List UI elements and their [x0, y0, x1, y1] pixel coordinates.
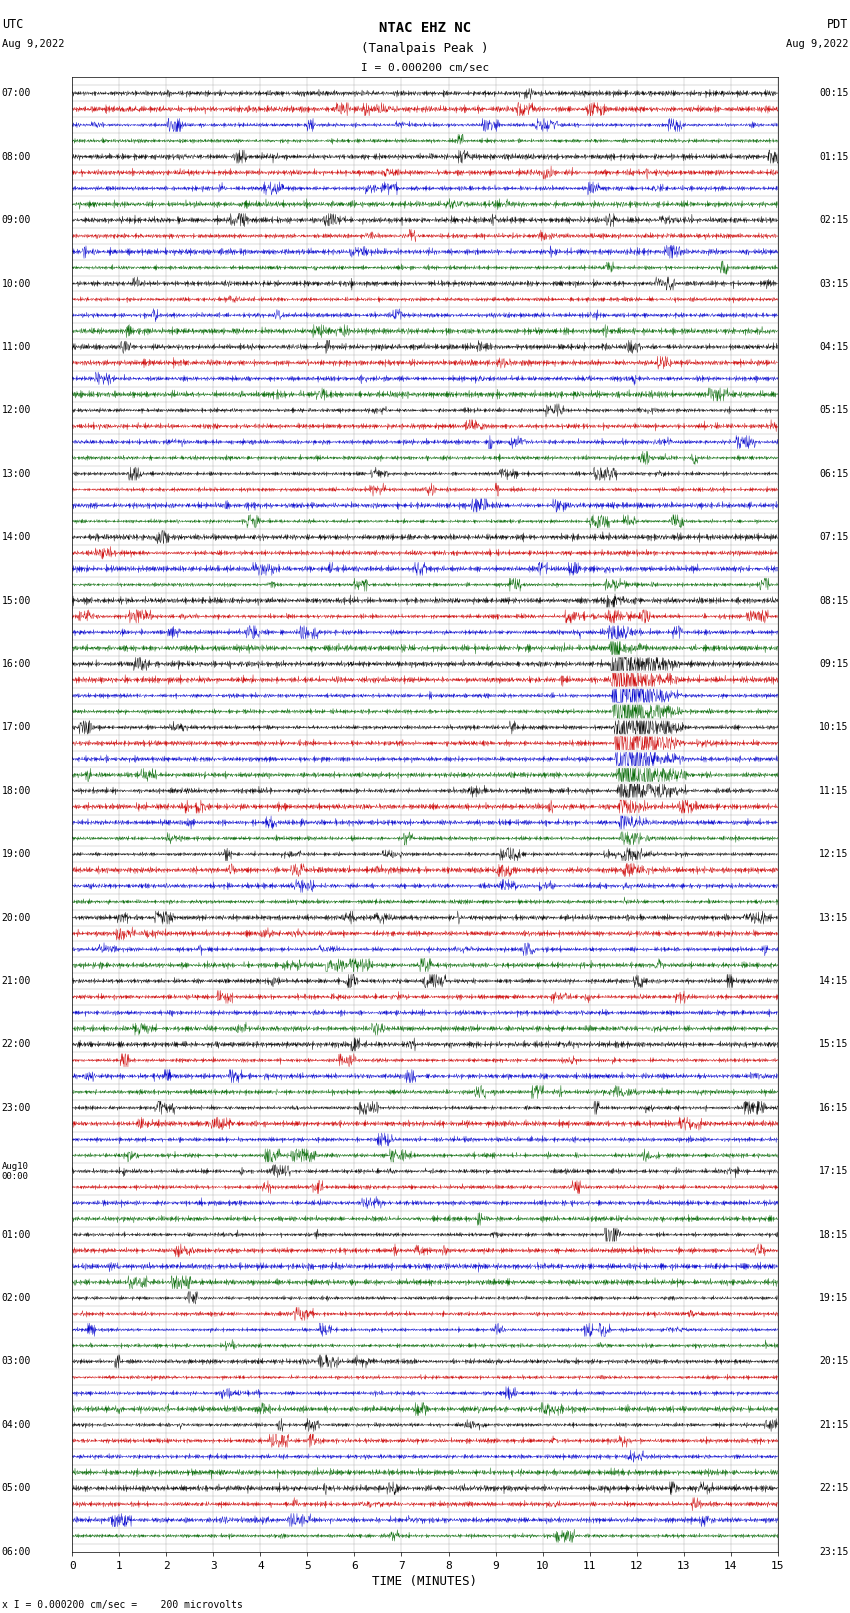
- Text: 21:15: 21:15: [819, 1419, 848, 1429]
- Text: 23:15: 23:15: [819, 1547, 848, 1557]
- Text: 18:15: 18:15: [819, 1229, 848, 1240]
- Text: 12:15: 12:15: [819, 848, 848, 860]
- Text: x I = 0.000200 cm/sec =    200 microvolts: x I = 0.000200 cm/sec = 200 microvolts: [2, 1600, 242, 1610]
- Text: 08:00: 08:00: [2, 152, 31, 161]
- Text: 18:00: 18:00: [2, 786, 31, 795]
- Text: 02:00: 02:00: [2, 1294, 31, 1303]
- Text: PDT: PDT: [827, 18, 848, 31]
- Text: (Tanalpais Peak ): (Tanalpais Peak ): [361, 42, 489, 55]
- Text: 11:00: 11:00: [2, 342, 31, 352]
- Text: 01:15: 01:15: [819, 152, 848, 161]
- Text: 07:15: 07:15: [819, 532, 848, 542]
- Text: 22:15: 22:15: [819, 1484, 848, 1494]
- Text: 05:15: 05:15: [819, 405, 848, 415]
- Text: 11:15: 11:15: [819, 786, 848, 795]
- Text: 16:00: 16:00: [2, 660, 31, 669]
- Text: 02:15: 02:15: [819, 215, 848, 226]
- Text: 04:15: 04:15: [819, 342, 848, 352]
- Text: 03:15: 03:15: [819, 279, 848, 289]
- Text: 16:15: 16:15: [819, 1103, 848, 1113]
- Text: UTC: UTC: [2, 18, 23, 31]
- Text: 22:00: 22:00: [2, 1039, 31, 1050]
- Text: 17:15: 17:15: [819, 1166, 848, 1176]
- Text: 15:15: 15:15: [819, 1039, 848, 1050]
- Text: 01:00: 01:00: [2, 1229, 31, 1240]
- Text: NTAC EHZ NC: NTAC EHZ NC: [379, 21, 471, 35]
- Text: 00:00: 00:00: [2, 1171, 29, 1181]
- Text: 10:00: 10:00: [2, 279, 31, 289]
- Text: 13:15: 13:15: [819, 913, 848, 923]
- Text: 12:00: 12:00: [2, 405, 31, 415]
- Text: 10:15: 10:15: [819, 723, 848, 732]
- Text: 21:00: 21:00: [2, 976, 31, 986]
- Text: 17:00: 17:00: [2, 723, 31, 732]
- Text: I = 0.000200 cm/sec: I = 0.000200 cm/sec: [361, 63, 489, 73]
- Text: 08:15: 08:15: [819, 595, 848, 605]
- Text: Aug 9,2022: Aug 9,2022: [2, 39, 65, 48]
- Text: 20:15: 20:15: [819, 1357, 848, 1366]
- Text: 06:00: 06:00: [2, 1547, 31, 1557]
- Text: 19:15: 19:15: [819, 1294, 848, 1303]
- Text: 00:15: 00:15: [819, 89, 848, 98]
- Text: 13:00: 13:00: [2, 469, 31, 479]
- Text: 19:00: 19:00: [2, 848, 31, 860]
- Text: 04:00: 04:00: [2, 1419, 31, 1429]
- Text: 23:00: 23:00: [2, 1103, 31, 1113]
- Text: 09:15: 09:15: [819, 660, 848, 669]
- Text: Aug10: Aug10: [2, 1161, 29, 1171]
- Text: 07:00: 07:00: [2, 89, 31, 98]
- Text: 20:00: 20:00: [2, 913, 31, 923]
- X-axis label: TIME (MINUTES): TIME (MINUTES): [372, 1574, 478, 1587]
- Text: 06:15: 06:15: [819, 469, 848, 479]
- Text: 14:00: 14:00: [2, 532, 31, 542]
- Text: 09:00: 09:00: [2, 215, 31, 226]
- Text: 15:00: 15:00: [2, 595, 31, 605]
- Text: Aug 9,2022: Aug 9,2022: [785, 39, 848, 48]
- Text: 05:00: 05:00: [2, 1484, 31, 1494]
- Text: 03:00: 03:00: [2, 1357, 31, 1366]
- Text: 14:15: 14:15: [819, 976, 848, 986]
